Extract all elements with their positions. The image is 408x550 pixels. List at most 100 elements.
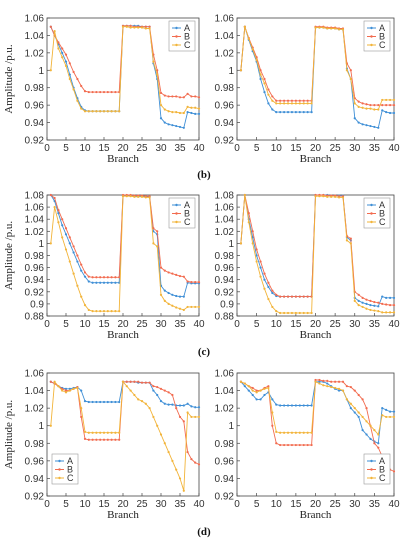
data-point-a <box>353 117 356 120</box>
data-point-c <box>171 459 174 462</box>
data-point-b <box>49 380 52 383</box>
data-point-c <box>251 389 254 392</box>
data-point-c <box>140 195 144 198</box>
legend-label-c: C <box>67 473 74 483</box>
x-tick-label: 25 <box>330 319 342 330</box>
data-point-c <box>243 382 246 385</box>
data-point-c <box>76 99 79 102</box>
data-point-b <box>197 281 201 284</box>
data-point-b <box>118 438 121 441</box>
data-point-c <box>353 407 356 410</box>
data-point-a <box>365 302 368 305</box>
data-point-a <box>175 294 178 298</box>
y-axis-label: Amplitude /p.u. <box>3 221 15 291</box>
data-point-c <box>102 310 106 313</box>
series-line-c <box>240 26 394 110</box>
data-point-c <box>306 311 309 315</box>
y-tick-label: 1.02 <box>215 48 235 59</box>
data-point-c <box>178 111 182 115</box>
data-point-b <box>306 443 309 447</box>
data-point-c <box>194 305 197 309</box>
data-point-c <box>129 195 132 198</box>
legend-marker-c <box>370 476 373 480</box>
data-point-a <box>361 301 364 304</box>
legend-marker-a <box>370 26 373 30</box>
y-tick-label: 0.94 <box>25 474 45 485</box>
data-point-b <box>53 196 56 200</box>
data-point-b <box>114 276 117 279</box>
data-point-b <box>310 443 313 447</box>
data-point-a <box>80 389 83 392</box>
y-tick-label: 1.06 <box>215 203 235 214</box>
data-point-c <box>279 311 282 315</box>
data-point-b <box>361 296 364 299</box>
data-point-c <box>190 415 193 419</box>
data-point-c <box>99 110 102 113</box>
y-tick-label: 0.96 <box>215 101 235 112</box>
data-point-c <box>392 98 396 102</box>
data-point-b <box>83 90 87 93</box>
y-tick-label: 0.92 <box>215 287 235 298</box>
data-point-a <box>61 224 64 227</box>
data-point-a <box>64 233 68 236</box>
data-point-b <box>392 104 396 107</box>
data-point-b <box>271 95 274 98</box>
data-point-a <box>251 393 254 397</box>
data-point-b <box>118 276 121 279</box>
data-point-b <box>330 380 333 383</box>
data-point-b <box>110 276 113 279</box>
legend-marker-a <box>175 203 178 207</box>
x-axis-label: Branch <box>300 153 332 165</box>
data-point-b <box>361 398 364 401</box>
data-point-c <box>357 304 360 307</box>
data-point-a <box>102 400 106 404</box>
data-point-b <box>373 300 376 304</box>
data-point-c <box>239 242 243 245</box>
data-point-b <box>91 276 94 279</box>
chart-panel-2: 0.88 0.90.920.940.960.9811.021.041.061.08… <box>3 191 205 342</box>
data-point-a <box>163 402 166 405</box>
legend-label-b: B <box>184 209 190 219</box>
data-point-b <box>163 269 166 272</box>
x-tick-label: 10 <box>79 143 91 154</box>
x-tick-label: 15 <box>98 499 110 510</box>
data-point-c <box>121 195 125 198</box>
data-point-a <box>306 111 309 114</box>
data-point-c <box>349 242 352 245</box>
data-point-a <box>68 387 71 390</box>
data-point-c <box>114 431 117 434</box>
data-point-b <box>80 263 83 266</box>
data-point-c <box>267 386 270 390</box>
data-point-c <box>125 25 128 28</box>
x-tick-label: 20 <box>310 319 322 330</box>
x-tick-label: 40 <box>388 319 400 330</box>
data-point-c <box>263 82 266 85</box>
data-point-a <box>99 400 102 404</box>
data-point-c <box>114 310 117 313</box>
data-point-a <box>114 281 117 284</box>
x-tick-label: 20 <box>310 499 322 510</box>
data-point-b <box>255 248 258 251</box>
data-point-c <box>326 385 329 388</box>
y-tick-label: 0.96 <box>25 101 45 112</box>
data-point-c <box>283 311 286 315</box>
y-tick-label: 0.92 <box>25 136 45 147</box>
y-tick-label: 1.06 <box>215 369 235 380</box>
y-tick-label: 0.94 <box>25 118 45 129</box>
data-point-a <box>156 393 159 397</box>
y-tick-label: 0.9 <box>30 299 44 310</box>
data-point-c <box>95 431 98 434</box>
data-point-c <box>381 311 384 314</box>
data-point-b <box>159 91 163 95</box>
data-point-a <box>337 389 341 392</box>
data-point-c <box>186 305 189 309</box>
data-point-c <box>337 28 341 31</box>
data-point-c <box>263 387 266 390</box>
data-point-c <box>318 26 321 29</box>
data-point-b <box>283 99 286 102</box>
data-point-c <box>377 310 380 313</box>
data-point-b <box>279 443 282 447</box>
data-point-c <box>314 195 317 198</box>
data-point-b <box>306 99 309 102</box>
